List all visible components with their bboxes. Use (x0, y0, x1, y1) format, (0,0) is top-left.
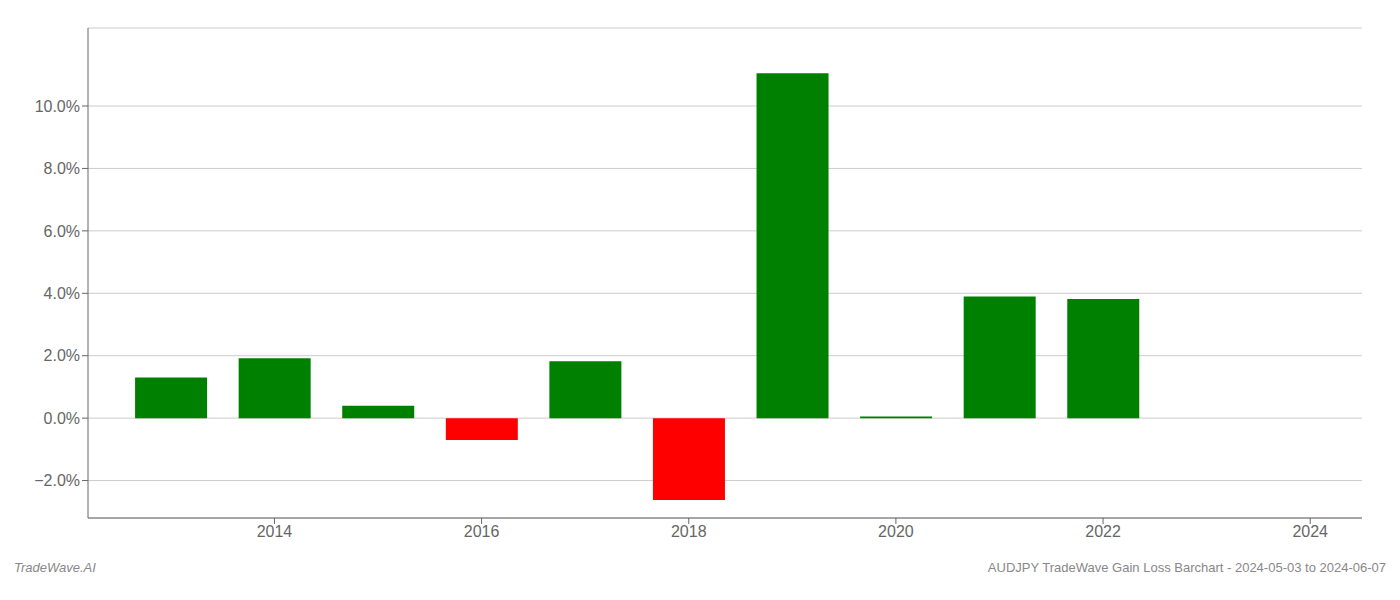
svg-text:−2.0%: −2.0% (34, 472, 80, 489)
svg-text:2022: 2022 (1085, 523, 1121, 540)
svg-text:2016: 2016 (464, 523, 500, 540)
html-text:TradeWave.AI: TradeWave.AI (14, 560, 96, 575)
svg-text:0.0%: 0.0% (44, 410, 80, 427)
svg-text:2.0%: 2.0% (44, 347, 80, 364)
svg-text:10.0%: 10.0% (35, 98, 80, 115)
svg-text:2024: 2024 (1292, 523, 1328, 540)
svg-text:2018: 2018 (671, 523, 707, 540)
svg-text:2020: 2020 (878, 523, 914, 540)
svg-text:4.0%: 4.0% (44, 285, 80, 302)
svg-text:2014: 2014 (257, 523, 293, 540)
svg-text:6.0%: 6.0% (44, 223, 80, 240)
svg-text:8.0%: 8.0% (44, 160, 80, 177)
html-text:AUDJPY TradeWave Gain Loss Bar: AUDJPY TradeWave Gain Loss Barchart - 20… (987, 560, 1386, 575)
